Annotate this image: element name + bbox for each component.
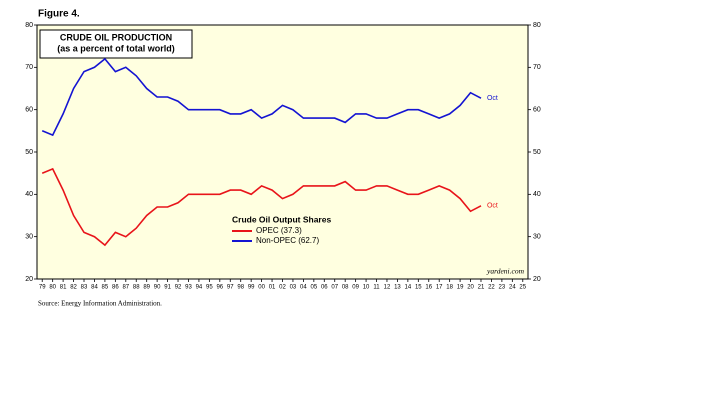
x-tick-label: 09 (352, 285, 359, 291)
x-tick-label: 21 (478, 285, 485, 291)
x-tick-label: 13 (394, 285, 401, 291)
x-tick-label: 81 (60, 285, 67, 291)
chart-title: CRUDE OIL PRODUCTION (60, 32, 172, 42)
x-tick-label: 04 (300, 285, 307, 291)
x-tick-label: 24 (509, 285, 516, 291)
x-tick-label: 01 (269, 285, 276, 291)
x-tick-label: 20 (467, 285, 474, 291)
x-tick-label: 92 (175, 285, 182, 291)
x-tick-label: 06 (321, 285, 328, 291)
x-tick-label: 98 (237, 285, 244, 291)
credit: yardeni.com (486, 267, 525, 276)
x-tick-label: 02 (279, 285, 286, 291)
figure-label: Figure 4. (38, 9, 80, 20)
title-box (39, 29, 193, 59)
legend-label: Non-OPEC (62.7) (256, 236, 319, 245)
x-tick-label: 05 (310, 285, 317, 291)
x-tick-label: 25 (519, 285, 526, 291)
x-tick-label: 00 (258, 285, 265, 291)
y2-tick-label: 70 (533, 64, 541, 71)
x-tick-label: 86 (112, 285, 119, 291)
y2-tick-label: 50 (533, 149, 541, 156)
x-tick-label: 83 (81, 285, 88, 291)
x-tick-label: 17 (436, 285, 443, 291)
y2-tick-label: 20 (533, 276, 541, 283)
y-tick-label: 80 (25, 22, 33, 29)
x-tick-label: 89 (143, 285, 150, 291)
x-tick-label: 23 (499, 285, 506, 291)
series-line (41, 167, 482, 247)
x-tick-label: 99 (248, 285, 255, 291)
x-tick-label: 03 (290, 285, 297, 291)
x-tick-label: 85 (102, 285, 109, 291)
x-tick-label: 22 (488, 285, 495, 291)
x-tick-label: 91 (164, 285, 171, 291)
y-tick-label: 70 (25, 64, 33, 71)
y-tick-label: 30 (25, 234, 33, 241)
x-tick-label: 88 (133, 285, 140, 291)
chart-subtitle: (as a percent of total world) (57, 43, 175, 53)
y-tick-label: 50 (25, 149, 33, 156)
x-tick-label: 94 (196, 285, 203, 291)
annotation: Oct (487, 203, 498, 210)
x-tick-label: 93 (185, 285, 192, 291)
y-tick-label: 60 (25, 107, 33, 114)
plot-area (36, 24, 529, 280)
y2-tick-label: 40 (533, 191, 541, 198)
x-tick-label: 08 (342, 285, 349, 291)
y2-tick-label: 60 (533, 107, 541, 114)
x-tick-label: 10 (363, 285, 370, 291)
x-tick-label: 84 (91, 285, 98, 291)
x-tick-label: 11 (373, 285, 380, 291)
x-tick-label: 96 (216, 285, 223, 291)
x-tick-label: 12 (384, 285, 391, 291)
legend-label: OPEC (37.3) (256, 226, 302, 235)
annotation: Oct (487, 95, 498, 102)
y2-tick-label: 30 (533, 234, 541, 241)
x-tick-label: 87 (122, 285, 129, 291)
x-tick-label: 14 (405, 285, 412, 291)
legend-title: Crude Oil Output Shares (232, 214, 331, 224)
y2-tick-label: 80 (533, 22, 541, 29)
x-tick-label: 82 (70, 285, 77, 291)
source: Source: Energy Information Administratio… (38, 300, 162, 308)
y-tick-label: 40 (25, 191, 33, 198)
y-tick-label: 20 (25, 276, 33, 283)
x-tick-label: 97 (227, 285, 234, 291)
x-tick-label: 15 (415, 285, 422, 291)
x-tick-label: 79 (39, 285, 46, 291)
x-tick-label: 18 (446, 285, 453, 291)
x-tick-label: 80 (49, 285, 56, 291)
x-tick-label: 16 (425, 285, 432, 291)
series-line (41, 57, 482, 137)
x-tick-label: 95 (206, 285, 213, 291)
x-tick-label: 07 (331, 285, 338, 291)
x-tick-label: 19 (457, 285, 464, 291)
x-tick-label: 90 (154, 285, 161, 291)
